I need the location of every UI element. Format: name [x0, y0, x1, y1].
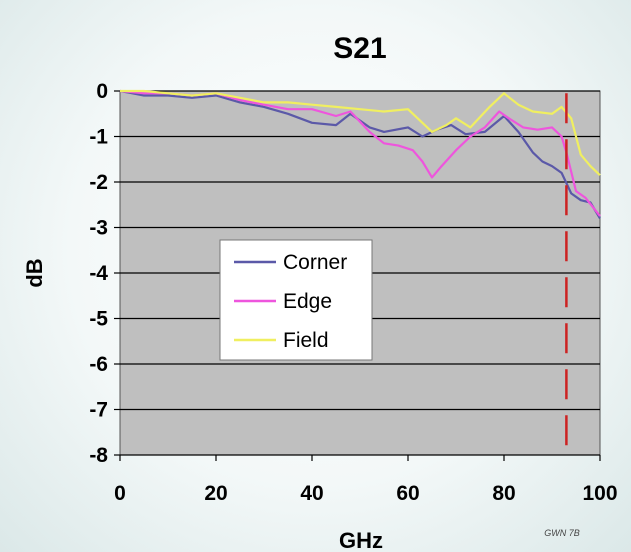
y-tick-label: -4	[89, 262, 108, 285]
series-line-edge	[119, 89, 601, 217]
y-tick-label: -6	[89, 353, 108, 376]
x-tick-label: 100	[582, 482, 617, 505]
chart-title: S21	[333, 32, 386, 65]
legend: Corner Edge Field	[219, 239, 373, 361]
y-tick-label: -2	[89, 171, 108, 194]
legend-label-field: Field	[283, 329, 329, 352]
x-axis-label: GHz	[339, 528, 383, 552]
y-axis-ticks: 0 -1 -2 -3 -4 -5 -6 -7 -8	[89, 80, 120, 467]
footnote: GWN 7B	[544, 528, 580, 538]
x-tick-label: 40	[300, 482, 323, 505]
y-tick-label: -5	[89, 308, 108, 331]
x-tick-label: 0	[114, 482, 126, 505]
y-axis-label: dB	[22, 258, 47, 287]
x-tick-label: 80	[492, 482, 515, 505]
y-tick-label: -1	[89, 126, 108, 149]
legend-label-corner: Corner	[283, 251, 347, 274]
series-line-field	[120, 89, 601, 176]
series-line-corner	[119, 89, 601, 219]
y-tick-label: -8	[89, 444, 108, 467]
x-tick-label: 20	[204, 482, 227, 505]
y-tick-label: -7	[89, 399, 108, 422]
x-axis-ticks: 0 20 40 60 80 100	[114, 455, 618, 505]
legend-label-edge: Edge	[283, 290, 332, 313]
y-tick-label: 0	[96, 80, 108, 103]
series-lines	[119, 89, 601, 219]
y-tick-label: -3	[89, 217, 108, 240]
x-tick-label: 60	[396, 482, 419, 505]
